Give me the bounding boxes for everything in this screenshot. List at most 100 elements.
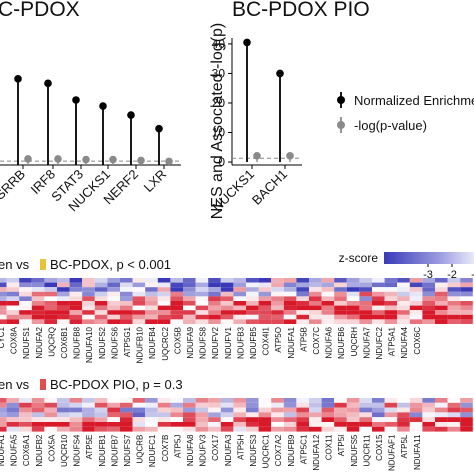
- heatmap-cell: [271, 291, 284, 297]
- heatmap-cell: [283, 319, 297, 324]
- heatmap-cell: [57, 314, 70, 320]
- heatmap-cell: [31, 305, 45, 311]
- heatmap-cell: [359, 287, 372, 292]
- heatmap-column-label-NDUFV1: NDUFV1: [224, 326, 233, 359]
- heatmap-cell: [57, 278, 70, 283]
- heatmap-cell: [397, 417, 410, 422]
- heatmap-cell: [220, 282, 234, 288]
- heatmap-cell: [120, 407, 133, 413]
- nes-point-IRF8: [44, 79, 52, 88]
- heatmap-cell: [321, 422, 335, 427]
- heatmap-cell: [82, 282, 95, 288]
- p-point-IRF8: [54, 155, 62, 163]
- heatmap-cell: [170, 287, 183, 292]
- heatmap-column-label-NDUFS3: NDUFS3: [249, 434, 258, 467]
- heatmap-column-label-NDUFB4: NDUFB4: [148, 326, 157, 359]
- heatmap-cell: [372, 426, 385, 432]
- heatmap-cell: [422, 407, 435, 413]
- heatmap-cell: [447, 319, 461, 324]
- heatmap-column-label-NDUFA1: NDUFA1: [287, 326, 296, 358]
- heatmap-cell: [422, 296, 435, 301]
- heatmap-cell: [220, 296, 234, 301]
- legend-marker-1: [337, 121, 345, 129]
- heatmap-cell: [233, 422, 246, 427]
- heatmap-cell: [57, 319, 70, 324]
- heatmap-cell: [195, 402, 209, 408]
- heatmap-cell: [183, 291, 196, 297]
- colorbar-tick-label--1: -1: [471, 269, 474, 281]
- heatmap-cell: [422, 287, 435, 292]
- heatmap-cell: [6, 291, 20, 297]
- heatmap-cell: [145, 407, 158, 413]
- heatmap-cell: [94, 291, 108, 297]
- heatmap-cell: [447, 278, 461, 283]
- heatmap-cell: [208, 417, 221, 422]
- heatmap-cell: [132, 319, 146, 324]
- heatmap-cell: [435, 287, 448, 292]
- heatmap-cell: [157, 287, 171, 292]
- heatmap-cell: [57, 282, 70, 288]
- heatmap-cell: [233, 417, 246, 422]
- heatmap-cell: [359, 402, 372, 408]
- heatmap-cell: [183, 402, 196, 408]
- heatmap-cell: [258, 291, 272, 297]
- heatmap-cell: [246, 301, 259, 306]
- heatmap-cell: [132, 310, 146, 315]
- heatmap-cell: [107, 310, 120, 315]
- heatmap-cell: [132, 407, 146, 413]
- heatmap-cell: [208, 319, 221, 324]
- heatmap-cell: [258, 296, 272, 301]
- heatmap-cell: [208, 301, 221, 306]
- heatmap-cell: [309, 314, 322, 320]
- heatmap-cell: [157, 305, 171, 311]
- heatmap-cell: [334, 310, 347, 315]
- heatmap-cell: [359, 296, 372, 301]
- heatmap-cell: [157, 291, 171, 297]
- heatmap-cell: [157, 422, 171, 427]
- heatmap-cell: [44, 422, 57, 427]
- heatmap-cell: [6, 296, 20, 301]
- heatmap-cell: [132, 282, 146, 288]
- heatmap-cell: [0, 287, 7, 292]
- heatmap-cell: [409, 417, 423, 422]
- heatmap-cell: [195, 426, 209, 432]
- heatmap-cell: [359, 305, 372, 311]
- legend-marker-0: [337, 96, 345, 104]
- heatmap-cell: [82, 278, 95, 283]
- heatmap-cell: [258, 278, 272, 283]
- heatmap-cell: [271, 417, 284, 422]
- heatmap-cell: [220, 402, 234, 408]
- heatmap-cell: [246, 291, 259, 297]
- heatmap-cell: [195, 291, 209, 297]
- heatmap-cell: [460, 407, 473, 413]
- heatmap-cell: [422, 305, 435, 311]
- heatmap-cell: [435, 291, 448, 297]
- heatmap-cell: [321, 407, 335, 413]
- heatmap-cell: [359, 282, 372, 288]
- heatmap-cell: [372, 305, 385, 311]
- heatmap-cell: [145, 291, 158, 297]
- heatmap-cell: [409, 422, 423, 427]
- heatmap-cell: [460, 287, 473, 292]
- heatmap-cell: [44, 412, 57, 418]
- heatmap-cell: [82, 314, 95, 320]
- heatmap-cell: [157, 402, 171, 408]
- heatmap-cell: [183, 407, 196, 413]
- heatmap-cell: [384, 278, 398, 283]
- heatmap-cell: [435, 417, 448, 422]
- heatmap-cell: [19, 426, 32, 432]
- heatmap-cell: [422, 314, 435, 320]
- heatmap-cell: [258, 314, 272, 320]
- heatmap-cell: [57, 412, 70, 418]
- heatmap-cell: [397, 402, 410, 408]
- heatmap-cell: [195, 407, 209, 413]
- heatmap-cell: [283, 402, 297, 408]
- heatmap-cell: [6, 422, 20, 427]
- heatmap-cell: [132, 287, 146, 292]
- heatmap-cell: [0, 296, 7, 301]
- heatmap-cell: [220, 407, 234, 413]
- heatmap-column-label-UQCR10: UQCR10: [60, 434, 69, 467]
- heatmap-cell: [31, 291, 45, 297]
- heatmap-cell: [258, 426, 272, 432]
- y-tick-label-0: 0: [218, 155, 225, 169]
